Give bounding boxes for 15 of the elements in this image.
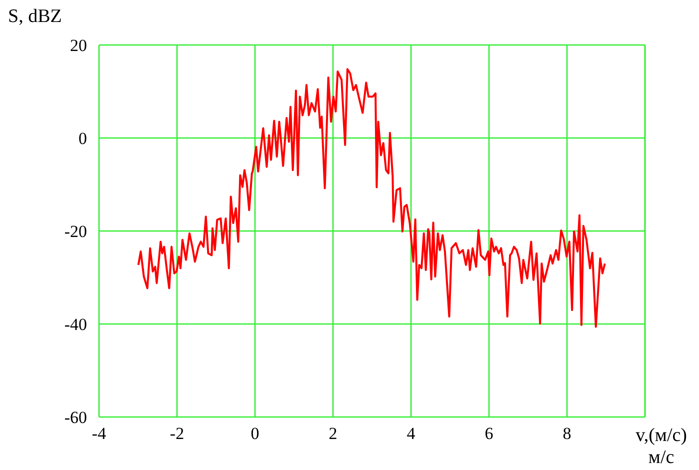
x-tick-label: 8 — [562, 424, 572, 444]
y-tick-label: -60 — [64, 408, 87, 428]
y-axis-title: S, dBZ — [8, 6, 62, 28]
x-tick-label: -4 — [92, 424, 107, 444]
y-tick-label: -20 — [64, 222, 87, 242]
x-tick-label: -2 — [170, 424, 184, 444]
line-series — [137, 68, 606, 328]
x-axis-title: v,(м/с) м/с — [636, 425, 687, 469]
x-tick-label: 6 — [484, 424, 494, 444]
x-tick-label: 0 — [250, 424, 260, 444]
y-tick-label: 20 — [70, 36, 87, 56]
y-tick-label: -40 — [64, 315, 87, 334]
x-tick-label: 2 — [328, 424, 338, 444]
y-tick-label: 0 — [78, 129, 87, 148]
x-tick-label: 4 — [406, 424, 416, 444]
